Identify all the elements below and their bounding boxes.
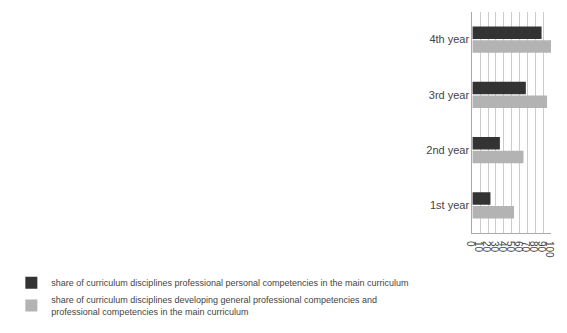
svg-text:1st year: 1st year: [430, 199, 469, 211]
svg-text:100: 100: [544, 241, 555, 258]
svg-text:3rd year: 3rd year: [429, 89, 470, 101]
svg-text:0: 0: [465, 241, 476, 247]
svg-text:4th year: 4th year: [429, 33, 469, 45]
svg-text:2nd year: 2nd year: [426, 144, 469, 156]
svg-text:60: 60: [513, 241, 524, 253]
svg-text:share of curriculum discipline: share of curriculum disciplines professi…: [51, 278, 408, 288]
svg-text:20: 20: [481, 241, 492, 253]
svg-text:90: 90: [536, 241, 547, 253]
svg-text:10: 10: [473, 241, 484, 253]
svg-text:share of curriculum discipline: share of curriculum disciplines developi…: [51, 295, 377, 317]
svg-text:70: 70: [520, 241, 531, 253]
svg-text:30: 30: [489, 241, 500, 253]
svg-text:40: 40: [497, 241, 508, 253]
svg-text:80: 80: [528, 241, 539, 253]
svg-text:50: 50: [505, 241, 516, 253]
